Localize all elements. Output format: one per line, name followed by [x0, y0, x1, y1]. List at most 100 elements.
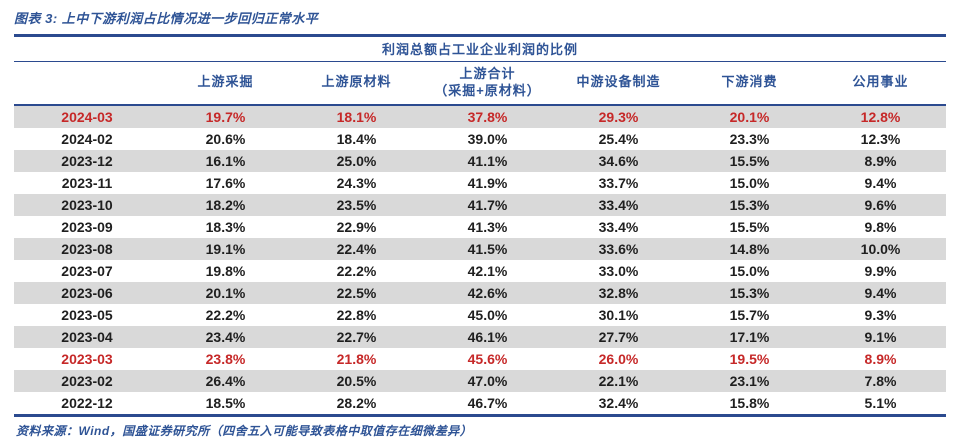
row-date: 2023-06 [61, 284, 113, 301]
value-cell: 22.8% [336, 306, 377, 323]
value-cell: 33.0% [598, 262, 639, 279]
value-cell: 29.3% [598, 108, 639, 125]
value-cell: 15.7% [729, 306, 770, 323]
value-cell: 26.4% [205, 372, 246, 389]
value-cell: 12.3% [860, 130, 901, 147]
row-date: 2023-07 [61, 262, 113, 279]
table-row: 2023-08 19.1% 22.4% 41.5% 33.6% 14.8% 10.0% [14, 237, 947, 260]
value-cell: 22.2% [205, 306, 246, 323]
table-row: 2023-02 26.4% 20.5% 47.0% 22.1% 23.1% 7.8% [14, 369, 947, 392]
value-cell: 45.0% [467, 306, 508, 323]
value-cell: 24.3% [336, 174, 377, 191]
value-cell: 9.1% [864, 328, 897, 345]
value-cell: 41.7% [467, 196, 508, 213]
row-date: 2023-05 [61, 306, 113, 323]
column-header: 中游设备制造 [553, 61, 684, 106]
value-cell: 14.8% [729, 240, 770, 257]
row-date: 2024-03 [61, 108, 113, 125]
value-cell: 20.1% [205, 284, 246, 301]
column-header-row: 上游采掘 上游原材料 上游合计 （采掘+原材料） 中游设备制造 下游消费 公用事业 [14, 61, 947, 106]
value-cell: 34.6% [598, 152, 639, 169]
value-cell: 46.1% [467, 328, 508, 345]
value-cell: 15.8% [729, 394, 770, 411]
table-row: 2024-02 20.6% 18.4% 39.0% 25.4% 23.3% 12.3% [14, 128, 946, 150]
value-cell: 32.4% [598, 394, 639, 411]
value-cell: 20.1% [729, 108, 770, 125]
value-cell: 9.4% [864, 284, 897, 301]
value-cell: 15.0% [729, 174, 770, 191]
value-cell: 10.0% [860, 240, 901, 257]
value-cell: 33.6% [598, 240, 639, 257]
value-cell: 23.1% [729, 372, 770, 389]
value-cell: 42.6% [467, 284, 508, 301]
value-cell: 15.3% [729, 284, 770, 301]
value-cell: 9.4% [864, 174, 897, 191]
value-cell: 26.0% [598, 350, 639, 367]
value-cell: 37.8% [467, 108, 508, 125]
value-cell: 18.1% [336, 108, 377, 125]
row-date: 2023-08 [61, 240, 113, 257]
value-cell: 32.8% [598, 284, 639, 301]
profit-share-table: 利润总额占工业企业利润的比例 上游采掘 上游原材料 上游合计 （采掘+原材料） 中游设备… [14, 34, 947, 417]
value-cell: 22.4% [336, 240, 377, 257]
row-date: 2023-10 [61, 196, 113, 213]
column-header: 下游消费 [684, 61, 815, 106]
value-cell: 15.5% [729, 218, 770, 235]
value-cell: 16.1% [205, 152, 246, 169]
table-row: 2023-10 18.2% 23.5% 41.7% 33.4% 15.3% 9.6% [14, 193, 947, 216]
value-cell: 19.7% [205, 108, 246, 125]
value-cell: 8.9% [864, 350, 897, 367]
value-cell: 41.3% [467, 218, 508, 235]
value-cell: 41.1% [467, 152, 508, 169]
value-cell: 22.5% [336, 284, 377, 301]
value-cell: 33.4% [598, 196, 639, 213]
value-cell: 23.5% [336, 196, 377, 213]
value-cell: 33.4% [598, 218, 639, 235]
table-row: 2023-03 23.8% 21.8% 45.6% 26.0% 19.5% 8.9% [14, 348, 946, 370]
table-row: 2023-11 17.6% 24.3% 41.9% 33.7% 15.0% 9.4% [14, 172, 946, 194]
table-row: 2023-05 22.2% 22.8% 45.0% 30.1% 15.7% 9.3% [14, 304, 946, 326]
value-cell: 15.3% [729, 196, 770, 213]
value-cell: 42.1% [467, 262, 508, 279]
table-row: 2023-07 19.8% 22.2% 42.1% 33.0% 15.0% 9.9% [14, 260, 946, 282]
value-cell: 9.9% [864, 262, 897, 279]
table-row: 2023-04 23.4% 22.7% 46.1% 27.7% 17.1% 9.1% [14, 325, 947, 348]
column-header: 公用事业 [815, 61, 947, 106]
value-cell: 22.7% [336, 328, 377, 345]
column-header: 上游原材料 [291, 61, 422, 106]
table-row: 2022-12 18.5% 28.2% 46.7% 32.4% 15.8% 5.1% [14, 392, 946, 416]
value-cell: 46.7% [467, 394, 508, 411]
value-cell: 30.1% [598, 306, 639, 323]
value-cell: 41.9% [467, 174, 508, 191]
value-cell: 33.7% [598, 174, 639, 191]
table-row: 2023-06 20.1% 22.5% 42.6% 32.8% 15.3% 9.4% [14, 281, 947, 304]
value-cell: 18.4% [336, 130, 377, 147]
value-cell: 28.2% [336, 394, 377, 411]
value-cell: 9.6% [864, 196, 897, 213]
value-cell: 18.5% [205, 394, 246, 411]
value-cell: 15.0% [729, 262, 770, 279]
row-date: 2023-11 [61, 174, 113, 191]
value-cell: 20.5% [336, 372, 377, 389]
value-cell: 27.7% [598, 328, 639, 345]
value-cell: 21.8% [336, 350, 377, 367]
value-cell: 17.6% [205, 174, 246, 191]
column-header: 上游采掘 [160, 61, 291, 106]
value-cell: 8.9% [864, 152, 897, 169]
value-cell: 25.0% [336, 152, 377, 169]
value-cell: 19.5% [729, 350, 770, 367]
row-date: 2023-04 [61, 328, 113, 345]
column-header: 上游合计 （采掘+原材料） [422, 61, 553, 106]
value-cell: 12.8% [860, 108, 901, 125]
table-title: 利润总额占工业企业利润的比例 [14, 35, 947, 62]
row-date: 2022-12 [61, 394, 113, 411]
value-cell: 17.1% [729, 328, 770, 345]
figure-caption: 图表 3: 上中下游利润占比情况进一步回归正常水平 [14, 11, 319, 26]
table-row: 2023-12 16.1% 25.0% 41.1% 34.6% 15.5% 8.9% [14, 149, 947, 172]
value-cell: 22.1% [598, 372, 639, 389]
source-note: 资料来源：Wind，国盛证券研究所（四舍五入可能导致表格中取值存在细微差异） [16, 423, 473, 438]
date-column-header [14, 61, 160, 106]
value-cell: 5.1% [864, 394, 897, 411]
row-date: 2023-12 [61, 152, 113, 169]
value-cell: 7.8% [864, 372, 897, 389]
